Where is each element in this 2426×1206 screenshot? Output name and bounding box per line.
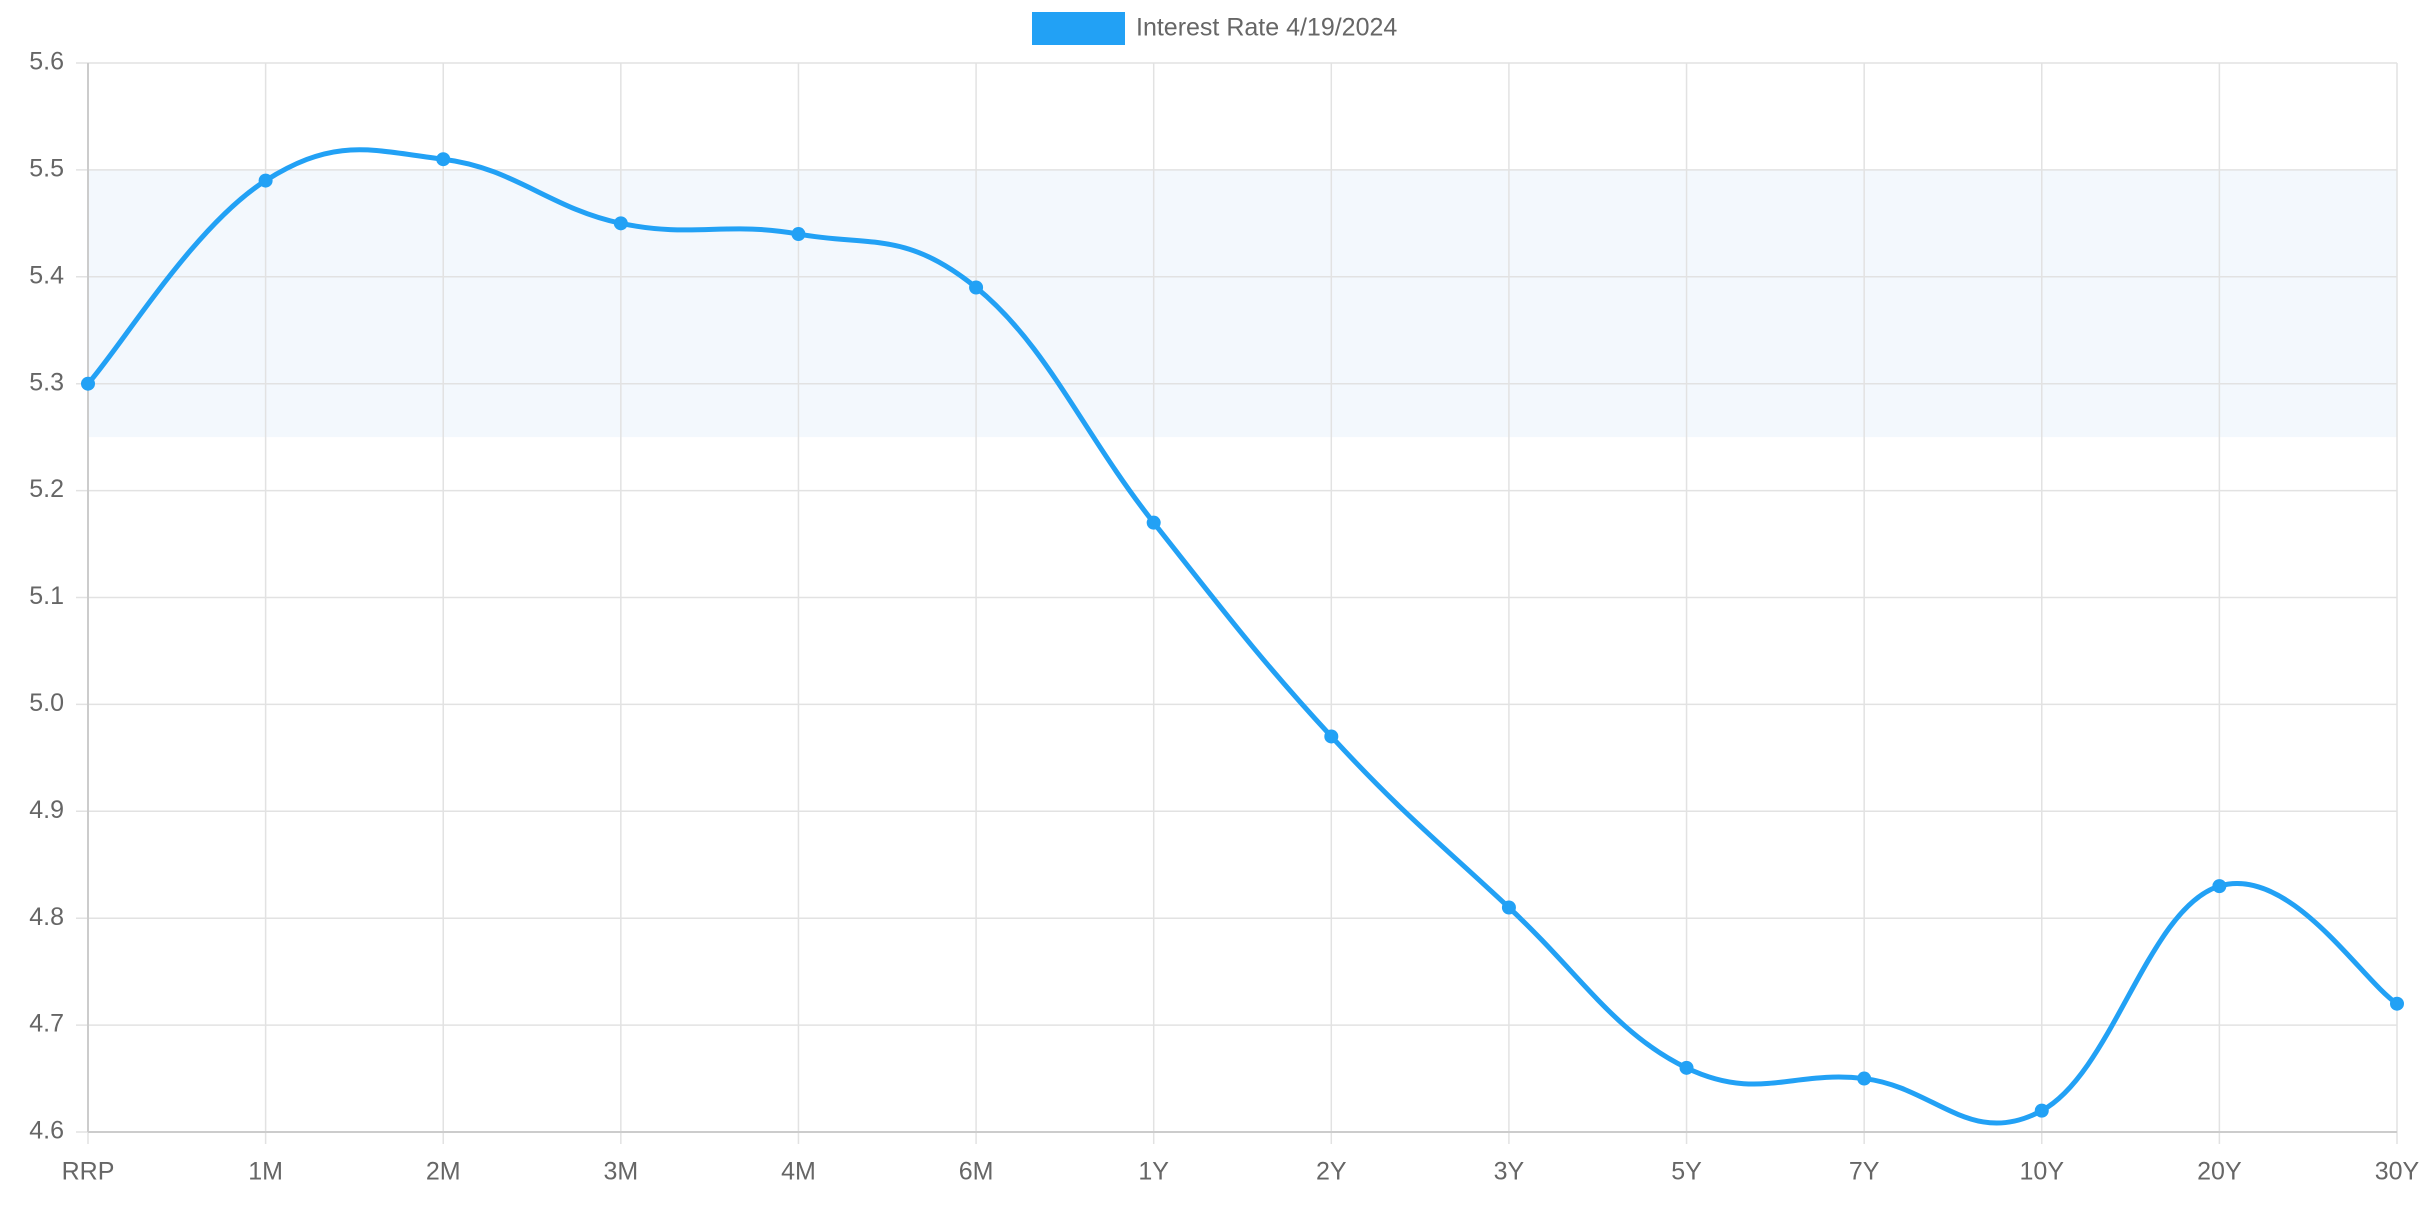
y-tick-label: 4.8 bbox=[29, 903, 64, 931]
data-point bbox=[2212, 879, 2227, 894]
data-point bbox=[2034, 1103, 2049, 1118]
data-point bbox=[791, 227, 806, 242]
data-point bbox=[1501, 900, 1516, 915]
x-tick-label: 5Y bbox=[1671, 1158, 1702, 1186]
x-tick-label: 1Y bbox=[1138, 1158, 1169, 1186]
y-tick-label: 5.2 bbox=[29, 475, 64, 503]
y-tick-label: 4.6 bbox=[29, 1117, 64, 1145]
data-point bbox=[81, 376, 95, 391]
x-tick-label: 2Y bbox=[1316, 1158, 1347, 1186]
data-point bbox=[969, 280, 984, 295]
y-tick-label: 5.1 bbox=[29, 582, 64, 610]
x-tick-label: 30Y bbox=[2375, 1158, 2420, 1186]
data-point bbox=[1324, 729, 1339, 744]
data-point bbox=[258, 173, 273, 188]
data-point bbox=[613, 216, 628, 231]
data-point bbox=[1679, 1060, 1694, 1075]
y-tick-label: 4.7 bbox=[29, 1010, 64, 1038]
y-tick-label: 5.6 bbox=[29, 48, 64, 76]
x-tick-label: 3Y bbox=[1494, 1158, 1525, 1186]
x-tick-label: 3M bbox=[603, 1158, 638, 1186]
y-tick-label: 4.9 bbox=[29, 796, 64, 824]
x-tick-label: RRP bbox=[62, 1158, 115, 1186]
y-tick-label: 5.0 bbox=[29, 689, 64, 717]
legend-label: Interest Rate 4/19/2024 bbox=[1136, 14, 1397, 42]
x-tick-label: 7Y bbox=[1849, 1158, 1880, 1186]
data-point bbox=[1857, 1071, 1872, 1086]
x-tick-label: 20Y bbox=[2197, 1158, 2242, 1186]
shaded-range bbox=[88, 169, 2397, 438]
legend-swatch bbox=[1032, 12, 1125, 45]
y-tick-label: 5.3 bbox=[29, 368, 64, 396]
x-tick-label: 10Y bbox=[2020, 1158, 2065, 1186]
x-tick-label: 2M bbox=[426, 1158, 461, 1186]
x-tick-label: 6M bbox=[959, 1158, 994, 1186]
y-tick-label: 5.5 bbox=[29, 155, 64, 183]
data-point bbox=[436, 152, 451, 167]
data-point bbox=[2390, 996, 2404, 1011]
x-tick-label: 4M bbox=[781, 1158, 816, 1186]
data-point bbox=[1146, 515, 1161, 530]
x-tick-label: 1M bbox=[248, 1158, 283, 1186]
y-tick-label: 5.4 bbox=[29, 261, 64, 289]
